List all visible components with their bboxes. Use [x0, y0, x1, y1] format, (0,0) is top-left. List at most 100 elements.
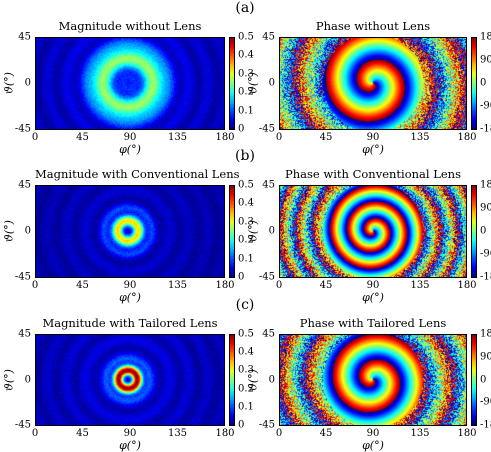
colorbar-tick-label: 0.5 — [238, 179, 254, 191]
x-tick-label: 0 — [275, 132, 283, 143]
plot-title: Phase with Conventional Lens — [285, 167, 461, 181]
y-tick-label: 45 — [18, 31, 31, 43]
colorbar-tick-label: 0 — [480, 77, 487, 89]
colorbar-tick-label: 0.4 — [238, 197, 254, 209]
colorbar-tick-label: 0 — [238, 271, 245, 283]
x-tick-label: 180 — [215, 428, 235, 439]
x-tick-label: 135 — [410, 280, 430, 291]
heatmap-magnitude — [35, 37, 225, 129]
heatmap-phase — [279, 185, 467, 277]
colorbar-tick-label: 0.1 — [238, 105, 254, 117]
panel-label: (b) — [235, 148, 255, 164]
plot-title: Phase with Tailored Lens — [299, 316, 447, 330]
x-tick-label: 90 — [123, 428, 137, 439]
x-tick-label: 90 — [123, 132, 137, 143]
y-axis-label: ϑ(°) — [246, 72, 260, 94]
x-axis-label: φ(°) — [119, 291, 141, 304]
colorbar-tick-label: -90 — [480, 248, 491, 260]
x-tick-label: 180 — [457, 132, 477, 143]
colorbar-tick-label: 0.5 — [238, 328, 254, 340]
y-axis-label: ϑ(°) — [2, 220, 16, 242]
x-tick-label: 45 — [76, 280, 89, 291]
y-tick-label: 0 — [24, 77, 31, 89]
x-axis-label: φ(°) — [362, 143, 384, 156]
x-tick-label: 45 — [76, 428, 89, 439]
colorbar-tick-label: -180 — [480, 419, 491, 431]
heatmap-canvas — [35, 334, 225, 425]
y-tick-label: -45 — [258, 123, 275, 135]
x-tick-label: 0 — [275, 428, 283, 439]
y-tick-label: 45 — [18, 179, 31, 191]
colorbar-tick-label: 0.1 — [238, 253, 254, 265]
colorbar-tick-label: 0.3 — [238, 364, 254, 376]
plot-title: Magnitude with Conventional Lens — [35, 167, 240, 181]
colorbar-tick-label: 0.2 — [238, 383, 254, 395]
x-tick-label: 180 — [215, 280, 235, 291]
y-axis-label: ϑ(°) — [2, 368, 16, 391]
colorbar — [229, 185, 235, 277]
y-tick-label: -45 — [14, 123, 31, 135]
plot-title: Magnitude with Tailored Lens — [42, 316, 218, 330]
x-tick-label: 45 — [319, 428, 333, 439]
x-tick-label: 0 — [31, 132, 39, 143]
colorbar-tick-label: 90 — [480, 202, 491, 214]
colorbar-tick-label: 180 — [480, 328, 491, 340]
colorbar-tick-label: -180 — [480, 123, 491, 135]
plot-title: Phase without Lens — [315, 19, 431, 33]
y-axis-label: ϑ(°) — [2, 72, 16, 94]
colorbar-tick-label: 0.3 — [238, 68, 254, 80]
heatmap-canvas — [279, 185, 467, 277]
heatmap-phase — [279, 37, 467, 129]
plot-title: Magnitude without Lens — [58, 19, 202, 33]
colorbar-tick-label: 90 — [480, 54, 491, 66]
heatmap-canvas — [35, 185, 225, 277]
heatmap-canvas — [279, 37, 467, 129]
x-tick-label: 135 — [167, 132, 188, 143]
x-tick-label: 45 — [319, 132, 333, 143]
x-tick-label: 90 — [123, 280, 137, 291]
y-tick-label: -45 — [14, 419, 31, 431]
y-tick-label: 0 — [268, 225, 275, 237]
colorbar-tick-label: 0.4 — [238, 346, 254, 358]
y-tick-label: 0 — [24, 225, 31, 237]
x-tick-label: 180 — [457, 280, 477, 291]
colorbar-tick-label: 180 — [480, 31, 491, 43]
y-tick-label: 45 — [262, 179, 275, 191]
y-tick-label: -45 — [258, 271, 275, 283]
colorbar — [471, 37, 477, 129]
y-tick-label: -45 — [258, 419, 275, 431]
colorbar — [229, 334, 235, 425]
y-tick-label: -45 — [14, 271, 31, 283]
y-tick-label: 45 — [18, 328, 31, 340]
x-tick-label: 135 — [167, 280, 188, 291]
heatmap-magnitude — [35, 334, 225, 425]
colorbar-tick-label: -180 — [480, 271, 491, 283]
x-tick-label: 90 — [366, 132, 380, 143]
x-tick-label: 0 — [31, 280, 39, 291]
y-tick-label: 0 — [268, 374, 275, 385]
colorbar-tick-label: 0.2 — [238, 234, 254, 246]
x-tick-label: 180 — [457, 428, 477, 439]
x-axis-label: φ(°) — [119, 143, 141, 156]
panel-label: (a) — [235, 0, 255, 16]
colorbar-tick-label: 90 — [480, 351, 491, 363]
x-tick-label: 45 — [319, 280, 333, 291]
colorbar — [229, 37, 235, 129]
colorbar — [471, 334, 477, 425]
colorbar-tick-label: 0.4 — [238, 49, 254, 61]
y-tick-label: 0 — [268, 77, 275, 89]
panel-label: (c) — [235, 297, 255, 313]
y-axis-label: ϑ(°) — [246, 368, 260, 391]
colorbar-tick-label: 0 — [480, 225, 487, 237]
y-axis-label: ϑ(°) — [246, 220, 260, 242]
colorbar-tick-label: -90 — [480, 100, 491, 112]
colorbar-tick-label: 180 — [480, 179, 491, 191]
colorbar-tick-label: 0.2 — [238, 86, 254, 98]
colorbar-tick-label: 0.5 — [238, 31, 254, 43]
heatmap-canvas — [279, 334, 467, 425]
x-tick-label: 135 — [410, 132, 430, 143]
x-tick-label: 90 — [366, 280, 380, 291]
colorbar-tick-label: 0 — [238, 123, 245, 135]
heatmap-canvas — [35, 37, 225, 129]
x-tick-label: 0 — [275, 280, 283, 291]
